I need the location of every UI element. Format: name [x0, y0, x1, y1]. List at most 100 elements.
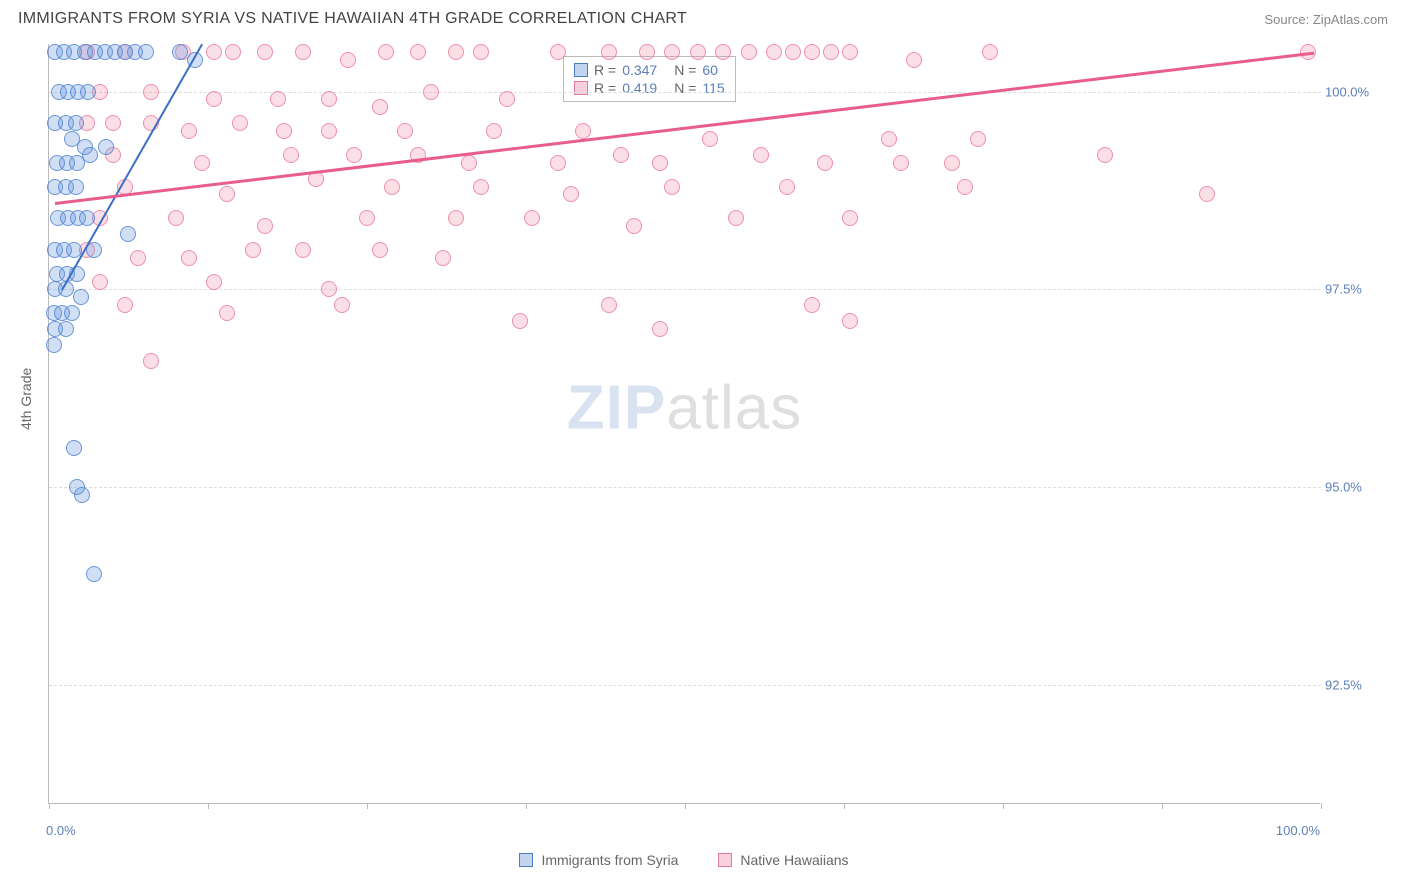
x-tick [1162, 803, 1163, 809]
plot-container: ZIPatlas R = 0.347 N = 60 R = 0.419 N = … [48, 44, 1388, 834]
legend-row-pink: R = 0.419 N = 115 [574, 79, 725, 97]
scatter-point [982, 44, 998, 60]
scatter-point [626, 218, 642, 234]
scatter-point [225, 44, 241, 60]
x-tick [844, 803, 845, 809]
scatter-point [944, 155, 960, 171]
scatter-point [206, 91, 222, 107]
chart-title: IMMIGRANTS FROM SYRIA VS NATIVE HAWAIIAN… [18, 10, 687, 28]
series-legend: Immigrants from Syria Native Hawaiians [48, 852, 1320, 868]
scatter-point [219, 305, 235, 321]
scatter-point [881, 131, 897, 147]
gridline-h [49, 92, 1321, 93]
scatter-point [728, 210, 744, 226]
scatter-point [270, 91, 286, 107]
gridline-h [49, 289, 1321, 290]
scatter-point [397, 123, 413, 139]
scatter-point [702, 131, 718, 147]
scatter-point [1097, 147, 1113, 163]
legend-row-blue: R = 0.347 N = 60 [574, 61, 725, 79]
scatter-point [74, 487, 90, 503]
scatter-point [448, 210, 464, 226]
x-tick [1003, 803, 1004, 809]
scatter-point [524, 210, 540, 226]
scatter-point [652, 321, 668, 337]
y-tick-label: 92.5% [1325, 678, 1380, 693]
scatter-point [448, 44, 464, 60]
legend-item-blue: Immigrants from Syria [519, 852, 678, 868]
scatter-point [138, 44, 154, 60]
scatter-point [372, 242, 388, 258]
scatter-point [194, 155, 210, 171]
scatter-point [499, 91, 515, 107]
scatter-point [804, 297, 820, 313]
scatter-point [817, 155, 833, 171]
scatter-point [143, 84, 159, 100]
scatter-point [73, 289, 89, 305]
swatch-pink-icon [718, 853, 732, 867]
scatter-point [601, 297, 617, 313]
scatter-point [893, 155, 909, 171]
scatter-point [232, 115, 248, 131]
scatter-point [181, 250, 197, 266]
scatter-point [601, 44, 617, 60]
scatter-point [68, 179, 84, 195]
gridline-h [49, 487, 1321, 488]
scatter-point [435, 250, 451, 266]
scatter-point [785, 44, 801, 60]
scatter-point [741, 44, 757, 60]
scatter-point [295, 44, 311, 60]
x-tick [685, 803, 686, 809]
scatter-point [206, 274, 222, 290]
scatter-point [117, 297, 133, 313]
scatter-point [143, 353, 159, 369]
scatter-point [550, 44, 566, 60]
scatter-point [664, 44, 680, 60]
scatter-point [340, 52, 356, 68]
swatch-pink-icon [574, 81, 588, 95]
scatter-point [181, 123, 197, 139]
watermark: ZIPatlas [567, 373, 802, 444]
scatter-point [219, 186, 235, 202]
x-tick [526, 803, 527, 809]
scatter-point [130, 250, 146, 266]
scatter-point [1199, 186, 1215, 202]
scatter-point [410, 44, 426, 60]
scatter-point [423, 84, 439, 100]
scatter-point [753, 147, 769, 163]
scatter-point [79, 210, 95, 226]
scatter-point [461, 155, 477, 171]
scatter-point [378, 44, 394, 60]
scatter-point [690, 44, 706, 60]
scatter-point [257, 218, 273, 234]
x-tick [367, 803, 368, 809]
scatter-point [64, 305, 80, 321]
y-tick-label: 95.0% [1325, 480, 1380, 495]
scatter-point [715, 44, 731, 60]
scatter-point [321, 123, 337, 139]
scatter-point [384, 179, 400, 195]
gridline-h [49, 685, 1321, 686]
scatter-point [283, 147, 299, 163]
swatch-blue-icon [574, 63, 588, 77]
scatter-point [613, 147, 629, 163]
scatter-point [359, 210, 375, 226]
source-attribution: Source: ZipAtlas.com [1264, 12, 1388, 27]
scatter-point [168, 210, 184, 226]
scatter-point [92, 274, 108, 290]
scatter-point [105, 115, 121, 131]
scatter-point [779, 179, 795, 195]
scatter-point [766, 44, 782, 60]
y-tick-label: 97.5% [1325, 282, 1380, 297]
scatter-point [512, 313, 528, 329]
x-tick-right: 100.0% [1276, 823, 1320, 838]
scatter-point [842, 313, 858, 329]
scatter-point [295, 242, 311, 258]
scatter-point [563, 186, 579, 202]
scatter-point [664, 179, 680, 195]
scatter-point [823, 44, 839, 60]
scatter-point [68, 115, 84, 131]
scatter-point [66, 440, 82, 456]
scatter-point [321, 281, 337, 297]
scatter-point [372, 99, 388, 115]
